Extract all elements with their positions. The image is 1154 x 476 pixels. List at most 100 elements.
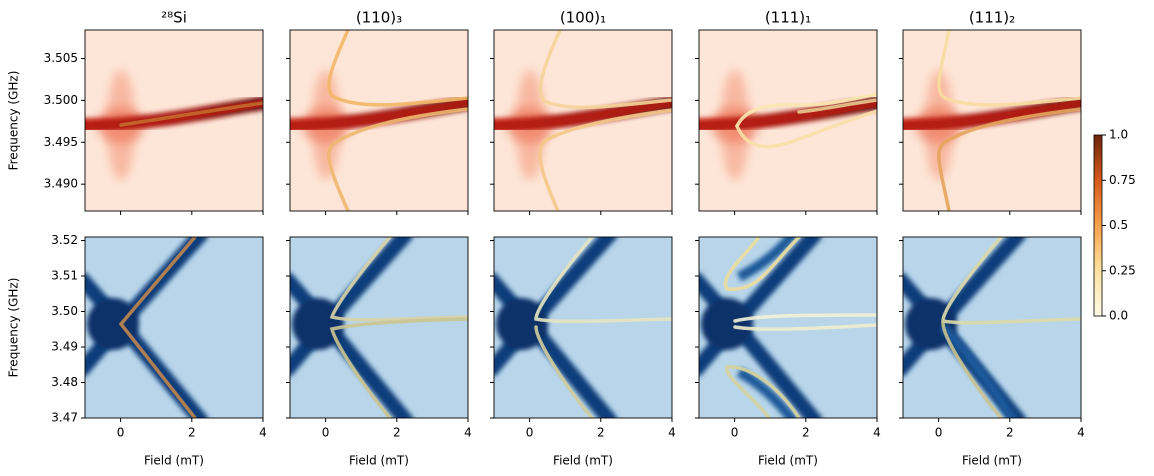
x-tick-label: 2 [1006,426,1014,440]
panel [84,29,264,212]
x-tick-label: 0 [322,426,330,440]
panel-title: ²⁸Si [161,9,187,27]
colorbar-tick-label: 0.0 [1109,309,1128,323]
panel-frame [493,236,673,419]
panel-frame [289,236,469,419]
x-tick-label: 4 [259,426,267,440]
colorbar-tick-label: 0.5 [1109,218,1128,232]
heatmap-center [496,298,548,350]
x-tick-label: 4 [1077,426,1085,440]
x-axis-label: Field (mT) [349,454,409,468]
panel [493,29,673,212]
y-tick-label: 3.48 [51,375,78,389]
y-axis-label: Frequency (GHz) [7,71,21,171]
heatmap-band [290,99,468,130]
simulation-curve [118,237,197,418]
y-tick-label: 3.50 [51,304,78,318]
y-tick-label: 3.500 [44,93,78,107]
heatmap-center [292,298,344,350]
panel-title: (110)₃ [356,9,402,27]
y-tick-label: 3.51 [51,269,78,283]
y-tick-label: 3.490 [44,177,78,191]
colorbar-tick-label: 0.25 [1109,263,1136,277]
simulation-curve [329,317,468,418]
x-axis-label: Field (mT) [553,454,613,468]
heatmap [290,30,468,211]
panel-title: (111)₁ [765,9,811,27]
heatmap [290,237,468,418]
x-tick-label: 0 [731,426,739,440]
y-axis-label: Frequency (GHz) [7,278,21,378]
x-tick-label: 2 [393,426,401,440]
heatmap-band [903,99,1081,130]
panel [698,236,878,419]
x-axis-label: Field (mT) [144,454,204,468]
heatmap [699,30,877,211]
panel-frame [84,236,264,419]
heatmap-center [905,298,957,350]
panel [902,29,1082,212]
simulation-curve [327,107,468,211]
simulation-curve [941,237,1081,325]
panel-frame [698,236,878,419]
heatmap-band [699,99,877,130]
panel-frame [902,29,1082,212]
panel-frame [902,236,1082,419]
panel-frame [493,29,673,212]
simulation-curve [937,107,1081,211]
panel [289,29,469,212]
simulation-curve [735,92,877,128]
panel-frame [289,29,469,212]
colorbar [1093,134,1103,317]
x-tick-label: 2 [188,426,196,440]
simulation-curve [119,101,263,127]
simulation-curve [538,108,672,211]
simulation-curve [538,30,672,110]
panel [902,236,1082,419]
heatmap [699,237,877,418]
simulation-curve [534,325,594,418]
simulation-curve [329,237,468,322]
panel-frame [698,29,878,212]
y-tick-label: 3.52 [51,233,78,247]
simulation-curve [534,237,672,324]
simulation-curve [733,313,877,323]
x-tick-label: 2 [802,426,810,440]
panel [84,236,264,419]
panel [493,236,673,419]
colorbar-tick-label: 1.0 [1109,128,1128,142]
y-tick-label: 3.47 [51,411,78,425]
x-axis-label: Field (mT) [962,454,1022,468]
heatmap [85,237,263,418]
x-tick-label: 0 [117,426,125,440]
x-tick-label: 0 [526,426,534,440]
y-tick-label: 3.495 [44,135,78,149]
simulation-curve [941,321,1003,418]
x-tick-label: 4 [873,426,881,440]
y-tick-label: 3.49 [51,340,78,354]
colorbar-tick-label: 0.75 [1109,173,1136,187]
panel [698,29,878,212]
panel [289,236,469,419]
x-tick-label: 4 [668,426,676,440]
panel-title: (100)₁ [560,9,606,27]
simulation-curve [797,98,877,114]
simulation-curve [725,365,801,418]
heatmap-band [494,99,672,130]
panel-title: (111)₂ [969,9,1015,27]
heatmap-branch [939,323,1018,418]
simulation-curve [733,323,877,331]
heatmap [85,30,263,211]
y-tick-label: 3.505 [44,51,78,65]
simulation-curve [735,109,877,149]
x-tick-label: 4 [464,426,472,440]
heatmap-center [87,298,139,350]
simulation-curve [937,30,1081,107]
x-tick-label: 0 [935,426,943,440]
x-tick-label: 2 [597,426,605,440]
heatmap [494,237,672,418]
heatmap-center [701,298,753,350]
simulation-curve [327,30,468,107]
panel-frame [84,29,264,212]
